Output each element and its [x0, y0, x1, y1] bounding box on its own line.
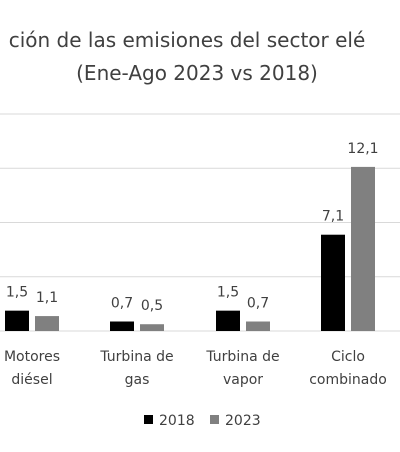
legend-label-2018: 2018: [159, 413, 195, 429]
category-label-1-line-1: gas: [125, 372, 150, 388]
category-labels-group: Motores diésel Turbina de gas Turbina de vapo…: [4, 349, 387, 388]
data-label-2018-1: 0,7: [111, 296, 133, 312]
bar-2023-3: [351, 166, 375, 331]
category-label-3-line-1: combinado: [309, 372, 387, 388]
category-label-0-line-1: diésel: [11, 372, 52, 388]
data-labels-group: 1,5 1,1 0,7 0,5 1,5 0,7 7,1 12,1: [6, 141, 379, 314]
legend-label-2023: 2023: [225, 413, 261, 429]
category-label-2-line-1: vapor: [223, 372, 263, 388]
chart-title-line-1: ción de las emisiones del sector elé: [9, 28, 366, 52]
data-label-2023-0: 1,1: [36, 290, 58, 306]
bar-2018-3: [321, 234, 345, 331]
category-label-3-line-0: Ciclo: [331, 349, 365, 365]
data-label-2023-2: 0,7: [247, 296, 269, 312]
category-label-1-line-0: Turbina de: [99, 349, 173, 365]
bars-group: [5, 166, 375, 331]
data-label-2023-3: 12,1: [347, 141, 378, 157]
chart-title-line-2: (Ene-Ago 2023 vs 2018): [76, 61, 318, 85]
bar-2023-2: [246, 321, 270, 331]
bar-2023-1: [140, 324, 164, 331]
legend-swatch-2018: [144, 415, 153, 424]
bar-2018-0: [5, 310, 29, 331]
bar-2018-2: [216, 310, 240, 331]
legend-swatch-2023: [210, 415, 219, 424]
bar-2018-1: [110, 321, 134, 331]
data-label-2018-0: 1,5: [6, 285, 28, 301]
bar-2023-0: [35, 316, 59, 331]
category-label-2-line-0: Turbina de: [205, 349, 279, 365]
legend: 2018 2023: [144, 413, 261, 429]
data-label-2023-1: 0,5: [141, 298, 163, 314]
data-label-2018-2: 1,5: [217, 285, 239, 301]
category-label-0-line-0: Motores: [4, 349, 60, 365]
data-label-2018-3: 7,1: [322, 209, 344, 225]
